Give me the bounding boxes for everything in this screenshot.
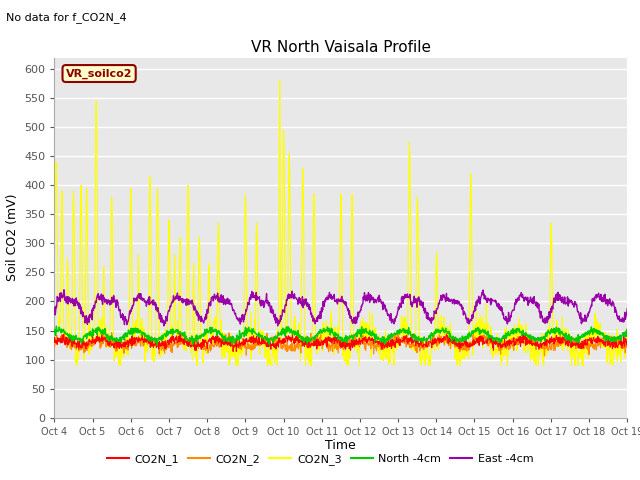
X-axis label: Time: Time <box>325 439 356 453</box>
Y-axis label: Soil CO2 (mV): Soil CO2 (mV) <box>6 194 19 281</box>
Text: No data for f_CO2N_4: No data for f_CO2N_4 <box>6 12 127 23</box>
Title: VR North Vaisala Profile: VR North Vaisala Profile <box>251 40 431 55</box>
Legend: CO2N_1, CO2N_2, CO2N_3, North -4cm, East -4cm: CO2N_1, CO2N_2, CO2N_3, North -4cm, East… <box>102 450 538 469</box>
Text: VR_soilco2: VR_soilco2 <box>66 68 132 79</box>
